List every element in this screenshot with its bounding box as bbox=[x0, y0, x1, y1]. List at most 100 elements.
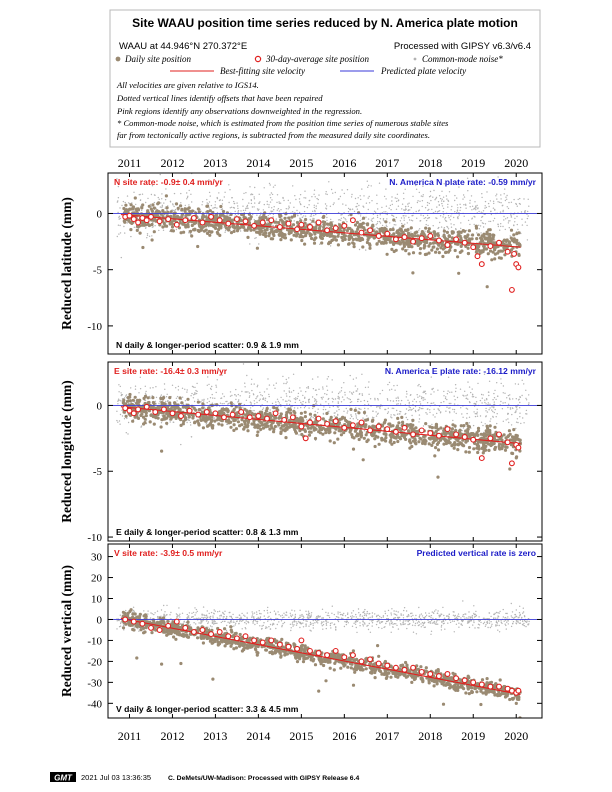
daily-point bbox=[453, 441, 457, 445]
daily-point bbox=[355, 432, 360, 436]
daily-point bbox=[165, 421, 169, 425]
cmn-point bbox=[288, 387, 291, 389]
cmn-point bbox=[133, 226, 135, 228]
cmn-point bbox=[446, 198, 448, 200]
cmn-point bbox=[205, 423, 207, 425]
cmn-point bbox=[201, 201, 204, 203]
cmn-point bbox=[125, 432, 128, 434]
daily-point bbox=[181, 422, 185, 426]
cmn-point bbox=[413, 398, 416, 400]
cmn-point bbox=[519, 412, 521, 414]
cmn-point bbox=[409, 409, 411, 411]
cmn-point bbox=[340, 219, 342, 221]
cmn-point bbox=[349, 398, 351, 401]
cmn-point bbox=[477, 382, 479, 385]
daily-point bbox=[424, 439, 428, 443]
cmn-point bbox=[252, 213, 254, 216]
cmn-point bbox=[326, 205, 328, 207]
cmn-point bbox=[454, 390, 457, 393]
cmn-point bbox=[423, 397, 425, 399]
daily-point bbox=[414, 442, 418, 446]
cmn-point bbox=[275, 401, 277, 403]
cmn-point bbox=[266, 401, 268, 403]
cmn-point bbox=[221, 374, 223, 376]
cmn-point bbox=[517, 399, 520, 401]
cmn-point bbox=[418, 418, 421, 420]
cmn-point bbox=[272, 224, 274, 227]
cmn-point bbox=[251, 378, 253, 380]
cmn-point bbox=[149, 397, 151, 399]
avg-point bbox=[384, 230, 391, 237]
cmn-point bbox=[275, 218, 277, 220]
daily-point bbox=[283, 216, 287, 220]
daily-point bbox=[267, 222, 271, 226]
cmn-point bbox=[528, 402, 530, 404]
cmn-point bbox=[186, 391, 188, 393]
cmn-point bbox=[320, 396, 323, 399]
y-tick-label: -5 bbox=[93, 265, 103, 277]
cmn-point bbox=[455, 412, 457, 415]
cmn-point bbox=[245, 399, 248, 401]
cmn-point bbox=[219, 402, 222, 404]
avg-point bbox=[515, 264, 522, 271]
legend-daily-label: Daily site position bbox=[124, 54, 191, 64]
cmn-point bbox=[253, 196, 255, 198]
daily-point bbox=[313, 232, 317, 236]
daily-point bbox=[488, 228, 492, 232]
cmn-point bbox=[422, 391, 424, 394]
daily-point bbox=[135, 228, 139, 232]
daily-point bbox=[304, 234, 308, 238]
cmn-point bbox=[496, 395, 499, 397]
avg-point bbox=[367, 427, 374, 434]
cmn-point bbox=[314, 196, 316, 198]
cmn-point bbox=[523, 383, 525, 385]
daily-point bbox=[333, 235, 337, 239]
cmn-point bbox=[430, 199, 432, 202]
avg-point bbox=[324, 420, 331, 427]
daily-point bbox=[180, 207, 184, 211]
cmn-point bbox=[341, 213, 343, 216]
cmn-point bbox=[395, 400, 398, 402]
cmn-point bbox=[509, 408, 512, 410]
daily-point bbox=[492, 241, 496, 245]
cmn-point bbox=[385, 198, 387, 200]
cmn-point bbox=[242, 209, 245, 212]
cmn-point bbox=[374, 211, 377, 213]
avg-point bbox=[470, 244, 477, 251]
cmn-point bbox=[246, 204, 249, 207]
cmn-point bbox=[247, 391, 249, 393]
daily-point bbox=[497, 444, 501, 449]
daily-point bbox=[229, 401, 233, 405]
daily-point bbox=[390, 442, 394, 446]
avg-point bbox=[487, 435, 494, 442]
daily-point bbox=[440, 242, 444, 246]
daily-point bbox=[418, 436, 422, 440]
cmn-point bbox=[309, 218, 311, 221]
plate-rate-label: N. America N plate rate: -0.59 mm/yr bbox=[389, 177, 536, 187]
daily-point bbox=[325, 222, 330, 226]
cmn-point bbox=[377, 405, 379, 408]
cmn-point bbox=[429, 195, 432, 197]
avg-point bbox=[298, 221, 305, 228]
cmn-point bbox=[395, 208, 398, 210]
daily-point bbox=[420, 230, 424, 234]
cmn-point bbox=[208, 383, 210, 386]
cmn-point bbox=[208, 400, 210, 403]
cmn-point bbox=[310, 415, 313, 418]
daily-point bbox=[259, 427, 263, 431]
panel-frame bbox=[107, 172, 543, 355]
cmn-point bbox=[463, 196, 466, 198]
cmn-point bbox=[295, 198, 297, 201]
cmn-point bbox=[121, 394, 124, 396]
avg-point bbox=[504, 248, 511, 255]
cmn-point bbox=[439, 197, 442, 200]
daily-point bbox=[391, 227, 395, 232]
cmn-point bbox=[412, 407, 415, 410]
cmn-point bbox=[465, 229, 468, 232]
daily-point bbox=[465, 421, 469, 426]
daily-point bbox=[373, 437, 377, 441]
cmn-point bbox=[324, 393, 326, 395]
cmn-point bbox=[377, 221, 379, 223]
cmn-point bbox=[332, 401, 334, 403]
legend-cmn-label: Common-mode noise* bbox=[422, 54, 503, 64]
